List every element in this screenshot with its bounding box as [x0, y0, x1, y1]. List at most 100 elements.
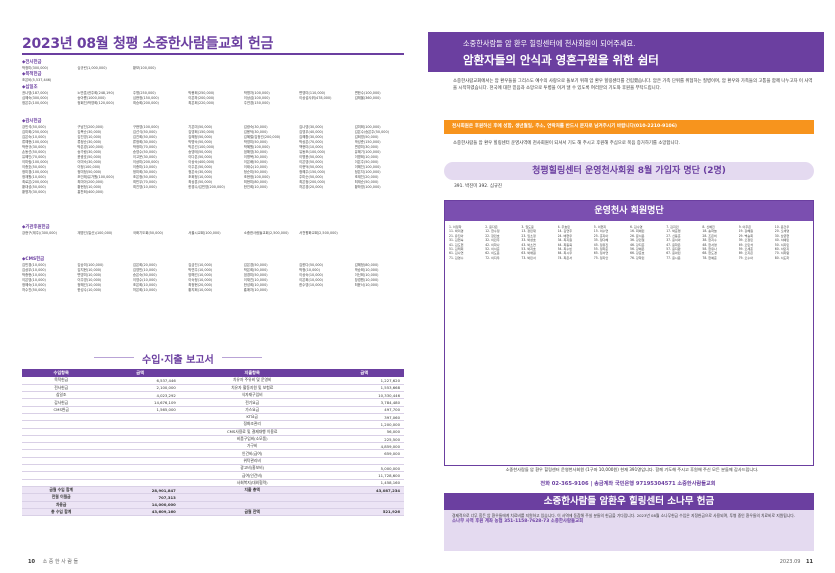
header-income-amount: 금액: [100, 369, 180, 377]
list-item: 김레울(360,000): [354, 96, 381, 100]
category-label: ◆십일조: [22, 85, 38, 90]
list-item: 70. 서하람: [774, 251, 790, 256]
table-cell: 1,458,160: [324, 479, 404, 487]
list-item: 조현정(100,000): [243, 175, 270, 179]
list-item: 박혜원(100,000): [243, 145, 270, 149]
list-item: 8. 신혜진: [702, 225, 715, 229]
page-title: 2023년 08월 청평 소중한사람들교회 헌금: [22, 36, 274, 52]
list-item: 박명자(100,000): [243, 91, 270, 95]
table-cell: 43,087,234: [324, 486, 404, 495]
list-item: 이은하(200,000): [188, 96, 215, 100]
list-item: 최로은(200,000): [22, 180, 49, 184]
table-cell: 497,700: [324, 406, 404, 415]
list-item: 74. 최은서: [557, 255, 573, 260]
list-item: 주미순(50,000): [299, 175, 324, 179]
banner-title: 암환자들의 안식과 영혼구원을 위한 쉼터: [463, 53, 659, 67]
list-item: 김한다(50,000): [299, 263, 324, 267]
table-row: 가구비 4,859,000: [22, 442, 404, 451]
list-item: 소중한사람들교회(2,500,000): [243, 231, 289, 235]
list-item: 강현구(제주)(300,000): [22, 231, 57, 235]
list-item: 50. 서지민: [774, 242, 790, 247]
table-cell: 14,000,000: [100, 501, 180, 509]
list-item: 김승미(100,000): [77, 263, 104, 267]
list-item: 김지현(10,000): [77, 268, 102, 272]
list-item: 72. 이지우: [485, 255, 500, 260]
list-item: 24. 배현우: [557, 233, 573, 238]
table-row: KT요금 397,060: [22, 413, 404, 422]
list-item: 한경수/김민영(200,000): [188, 185, 225, 189]
list-item: 최윤서(10,000): [354, 283, 379, 287]
list-item: 이은주(50,000): [354, 160, 379, 164]
list-item: 국화기도회(50,000): [132, 231, 163, 235]
list-item: 이주은(50,000): [188, 165, 213, 169]
list-item: 58. 한유나: [702, 247, 717, 252]
list-item: 정혜주(150,000): [299, 170, 326, 174]
list-item: 11. 박미경: [449, 229, 464, 234]
list-item: 박정(10,000): [299, 268, 320, 272]
list-item: 김선식(50,000): [132, 130, 157, 134]
list-item: 이상숙(400,000): [188, 160, 215, 164]
list-item: 54. 최수빈: [557, 247, 573, 252]
list-item: 47. 윤하은: [666, 242, 681, 247]
list-item: 66. 강준호: [630, 251, 645, 256]
list-item: 42. 이하나: [485, 242, 500, 247]
table-cell: 차용금: [22, 501, 101, 509]
table-cell: 급여(인건비): [179, 471, 325, 480]
table-cell: 1,553,668: [324, 384, 404, 393]
list-item: 황보(100,000): [132, 66, 156, 70]
fund-section: 소중한사람들 암환우 힐링센터 소나무 헌금 경제적으로 너무 힘든 암 환우들…: [444, 493, 814, 551]
list-item: 5. 이현지: [593, 225, 607, 229]
table-cell: 43,609,160: [100, 508, 180, 517]
list-item: 이혜진(100,000): [354, 165, 381, 169]
table-cell: 전사헌금: [22, 384, 101, 393]
table-cell: [100, 479, 180, 487]
right-page: 소중한사람들 암 환우 힐링센터에 천사회원이 되어주세요. 암환자들의 안식과…: [418, 0, 835, 573]
list-item: 심현정(150,000): [132, 96, 159, 100]
list-item: 김복순(30,000): [77, 130, 102, 134]
table-cell: KT요금: [179, 413, 325, 422]
list-item: 박현규(30,000): [22, 145, 46, 149]
table-cell: 십일조: [22, 391, 101, 400]
donor-list: 박정미(300,000) 심규린(1,000,000) 황보(100,000): [22, 66, 407, 71]
donor-list: 강현구(제주)(300,000) 계명선(일산)(100,000) 국화기도회(50…: [22, 231, 407, 236]
members-note: 소중한사람들 암 환우 힐링센터 운영천사회원 (1구좌 10,000원) 현재…: [505, 467, 759, 472]
table-cell: 56,000: [324, 428, 404, 436]
list-item: 황하영(100,000): [354, 185, 381, 189]
table-cell: [22, 435, 101, 444]
table-cell: [22, 479, 101, 487]
list-item: 김상우(10,000): [22, 268, 46, 272]
list-item: 송영태(50,000): [188, 150, 213, 154]
list-item: 엄해영(30,000): [243, 150, 268, 154]
list-item: 한수영(10,000): [299, 283, 324, 287]
table-cell: 치유자 활동지원 및 보험료: [179, 384, 325, 393]
donor-block: ◆십일조 권나영(187,000) 노만훈/권주희(248,190) 주명(250,…: [22, 84, 407, 106]
list-item: 34. 최지원: [557, 238, 573, 243]
list-item: 김나영(30,000): [299, 125, 324, 129]
table-cell: 225,500: [324, 435, 404, 444]
list-item: 송은숙(50,000): [132, 273, 157, 277]
list-item: 77. 윤시윤: [666, 255, 681, 260]
table-cell: [100, 457, 180, 466]
list-item: 김용덕(30,000): [243, 130, 268, 134]
list-item: 25. 홍지아: [593, 233, 609, 238]
title-divider: [22, 53, 404, 55]
list-item: 조은희(10,000): [132, 283, 157, 287]
list-item: 장경원(10,000): [354, 278, 379, 282]
table-cell: 1,200,000: [324, 420, 404, 429]
list-item: 김은숙(10,000): [22, 135, 46, 139]
list-item: 김진희(50,000): [132, 135, 157, 139]
table-cell: [179, 501, 325, 509]
list-item: 허은희(10,000): [132, 288, 157, 292]
list-item: 노만훈/권주희(248,190): [77, 91, 114, 95]
table-cell: 1,227,620: [324, 377, 404, 385]
list-item: 조은정(50,000): [132, 175, 157, 179]
angel-members-box: 운영천사 회원명단 1. 이정하 2. 윤다은 3. 권도윤 4. 주효민 5. 이현지…: [444, 200, 814, 466]
table-row: CMS사용료 및 결제대행 이용료 56,000: [22, 428, 404, 436]
list-item: 최상훈(50,000): [188, 180, 213, 184]
list-item: 김은경(50,000): [243, 263, 268, 267]
list-item: 박은희(50,000): [243, 268, 268, 272]
list-item: 김진영(10,000): [77, 135, 102, 139]
list-item: 39. 오정민: [738, 238, 754, 243]
list-item: 76. 강하린: [630, 255, 645, 260]
list-item: 이재진(10,000): [243, 278, 268, 282]
